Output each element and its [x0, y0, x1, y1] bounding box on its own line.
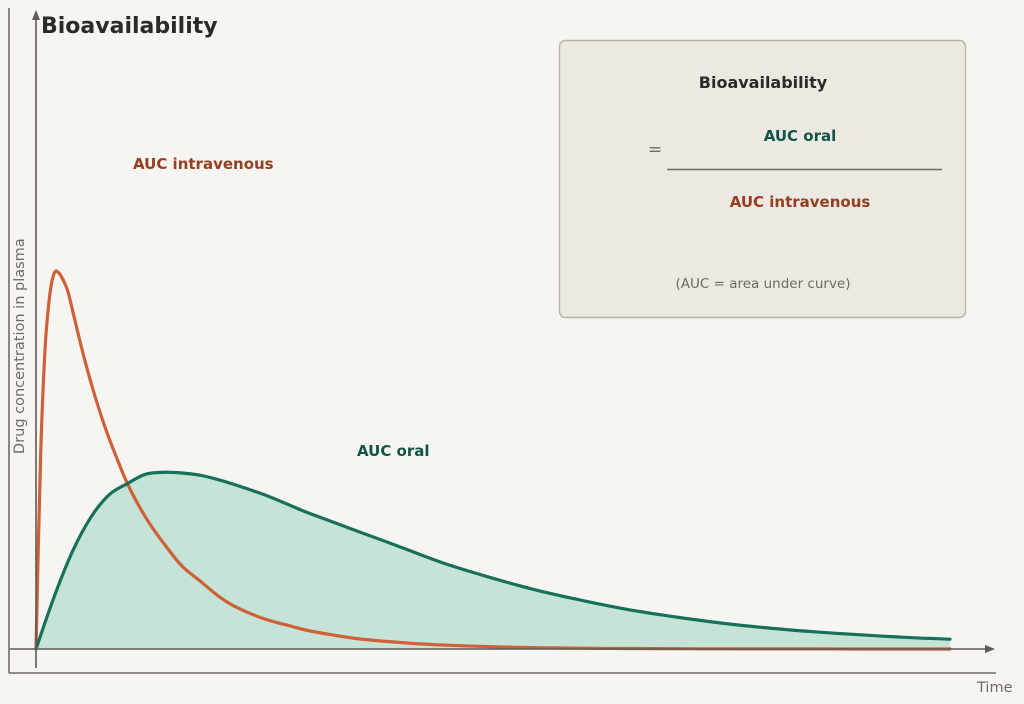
formula-denominator: AUC intravenous: [730, 193, 871, 211]
chart-title: Bioavailability: [41, 14, 218, 39]
auc-oral-area: [36, 472, 950, 649]
formula-title: Bioavailability: [699, 73, 828, 92]
iv-series-label: AUC intravenous: [133, 155, 274, 173]
y-axis-label: Drug concentration in plasma: [12, 238, 28, 454]
y-axis-arrow: [32, 10, 40, 20]
formula-box: Bioavailability = AUC oral AUC intraveno…: [558, 39, 967, 319]
formula-note: (AUC = area under curve): [675, 276, 850, 292]
x-axis-label: Time: [976, 680, 1013, 696]
formula-equals-sign: =: [648, 140, 662, 160]
oral-series-label: AUC oral: [357, 442, 430, 460]
oral-curve: [34, 470, 952, 651]
formula-box-background: [558, 39, 967, 319]
formula-numerator: AUC oral: [764, 127, 837, 145]
x-axis-arrow: [985, 645, 995, 653]
